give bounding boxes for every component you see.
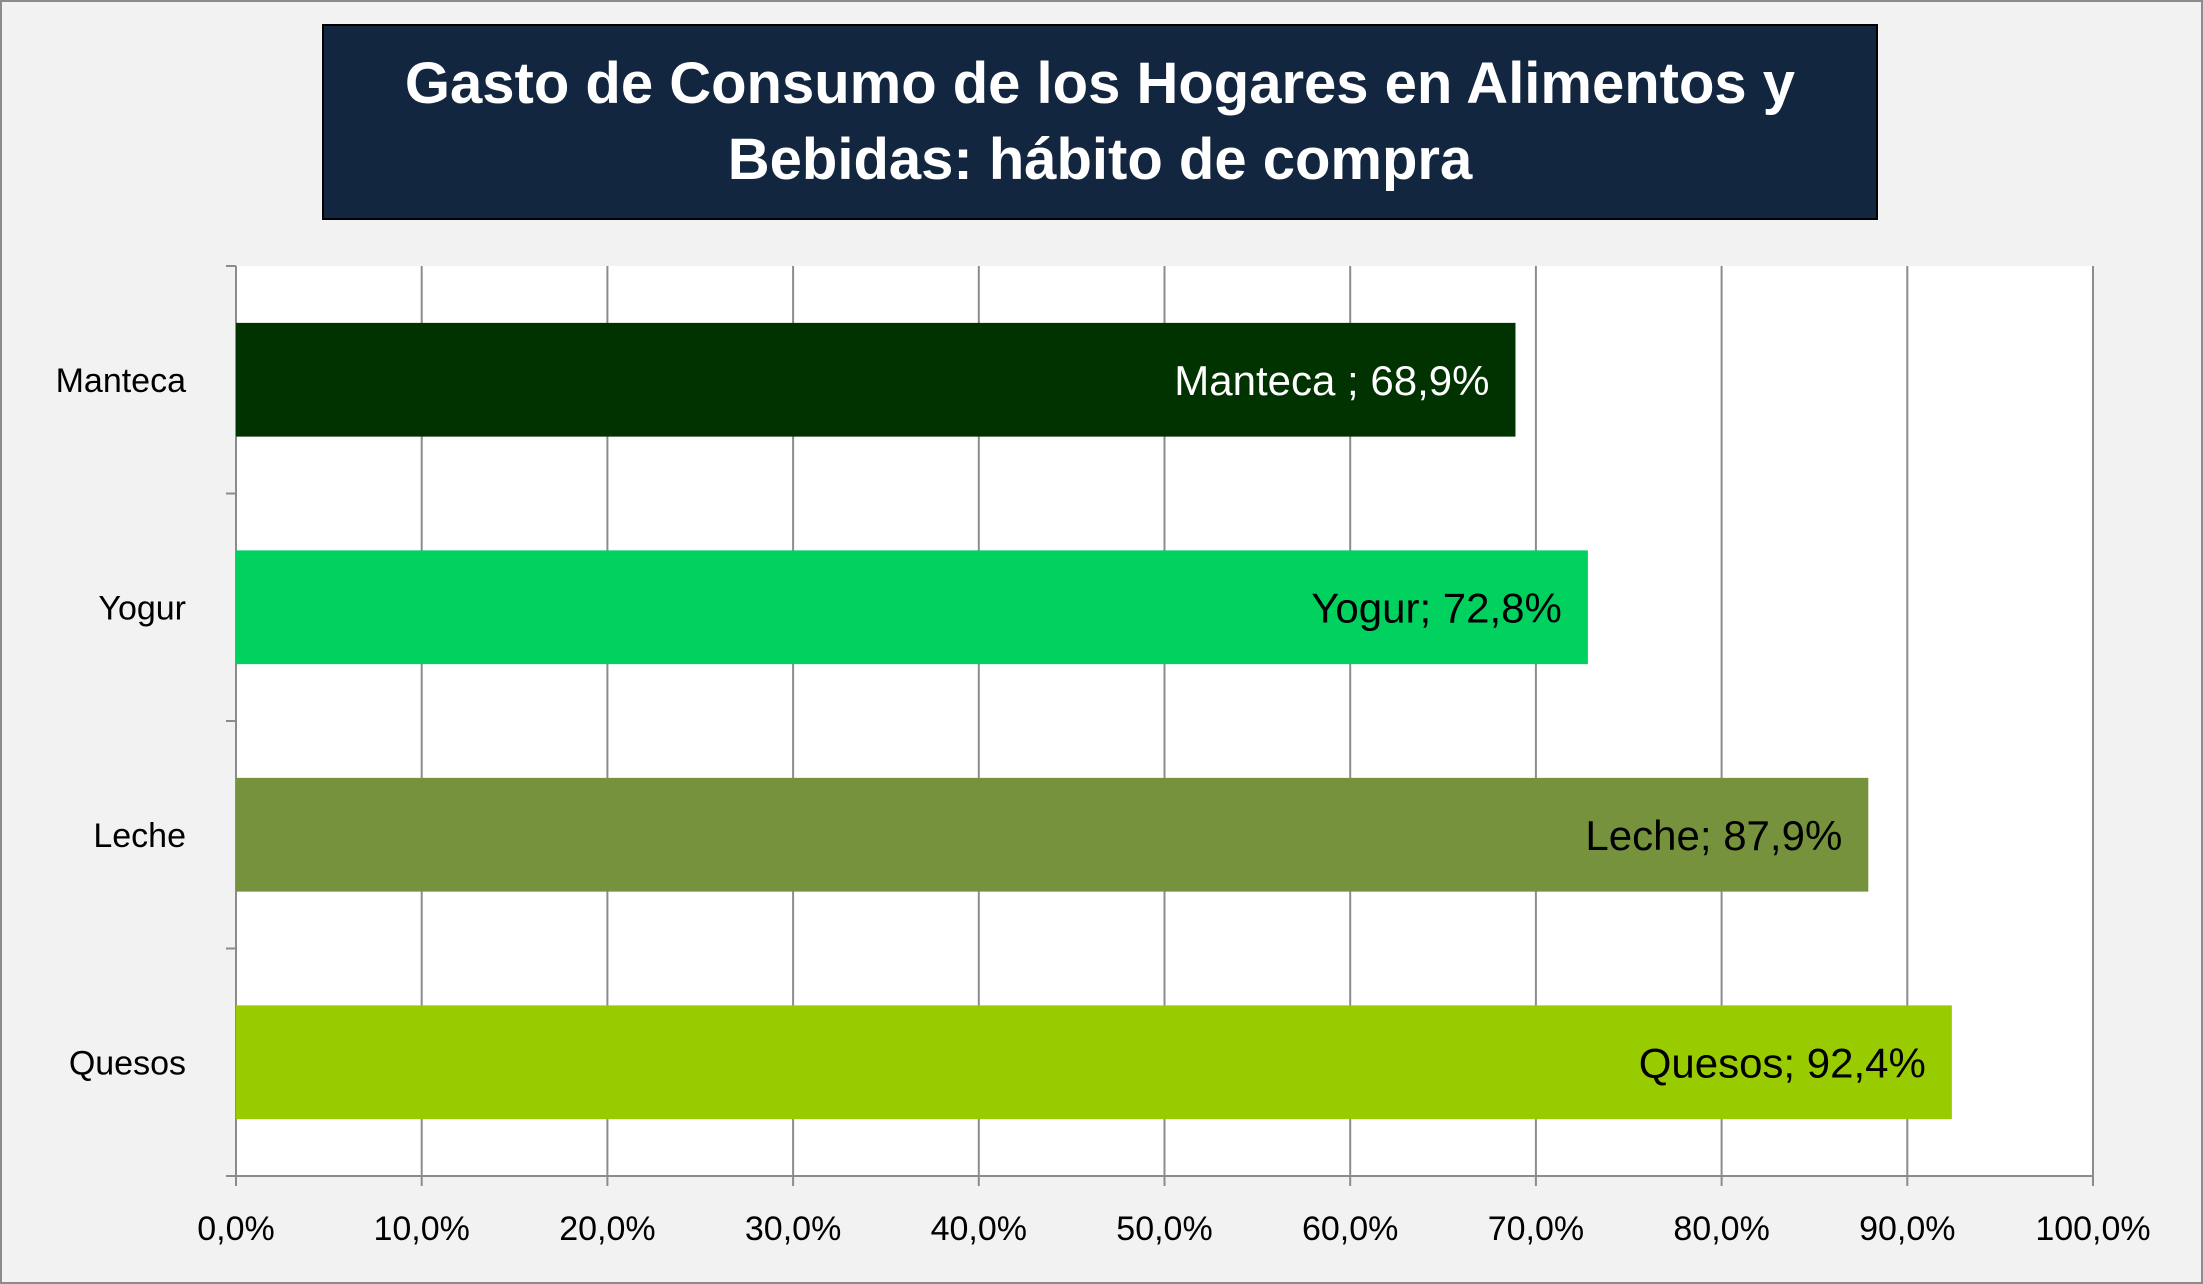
x-tick-label: 50,0% [1116, 1210, 1212, 1248]
x-tick-label: 30,0% [745, 1210, 841, 1248]
bar [236, 550, 1588, 665]
x-tick-label: 40,0% [931, 1210, 1027, 1248]
x-tick-label: 80,0% [1673, 1210, 1769, 1248]
data-label: Yogur; 72,8% [1311, 584, 1562, 631]
x-tick-label: 100,0% [2035, 1210, 2150, 1248]
x-tick-label: 10,0% [373, 1210, 469, 1248]
category-label: Manteca [56, 362, 186, 400]
chart-title: Gasto de Consumo de los Hogares en Alime… [404, 51, 1796, 192]
bar [236, 777, 1869, 892]
bar [236, 322, 1516, 437]
data-label: Manteca ; 68,9% [1174, 357, 1489, 404]
data-label: Leche; 87,9% [1585, 812, 1842, 859]
x-tick-label: 0,0% [197, 1210, 275, 1248]
category-label: Quesos [69, 1044, 186, 1082]
data-label: Quesos; 92,4% [1639, 1039, 1926, 1086]
category-label: Yogur [98, 589, 186, 627]
x-tick-label: 90,0% [1859, 1210, 1955, 1248]
chart-title-box: Gasto de Consumo de los Hogares en Alime… [322, 24, 1878, 220]
x-tick-label: 70,0% [1488, 1210, 1584, 1248]
x-tick-label: 60,0% [1302, 1210, 1398, 1248]
bar [236, 1005, 1952, 1120]
x-tick-label: 20,0% [559, 1210, 655, 1248]
category-label: Leche [93, 817, 186, 855]
